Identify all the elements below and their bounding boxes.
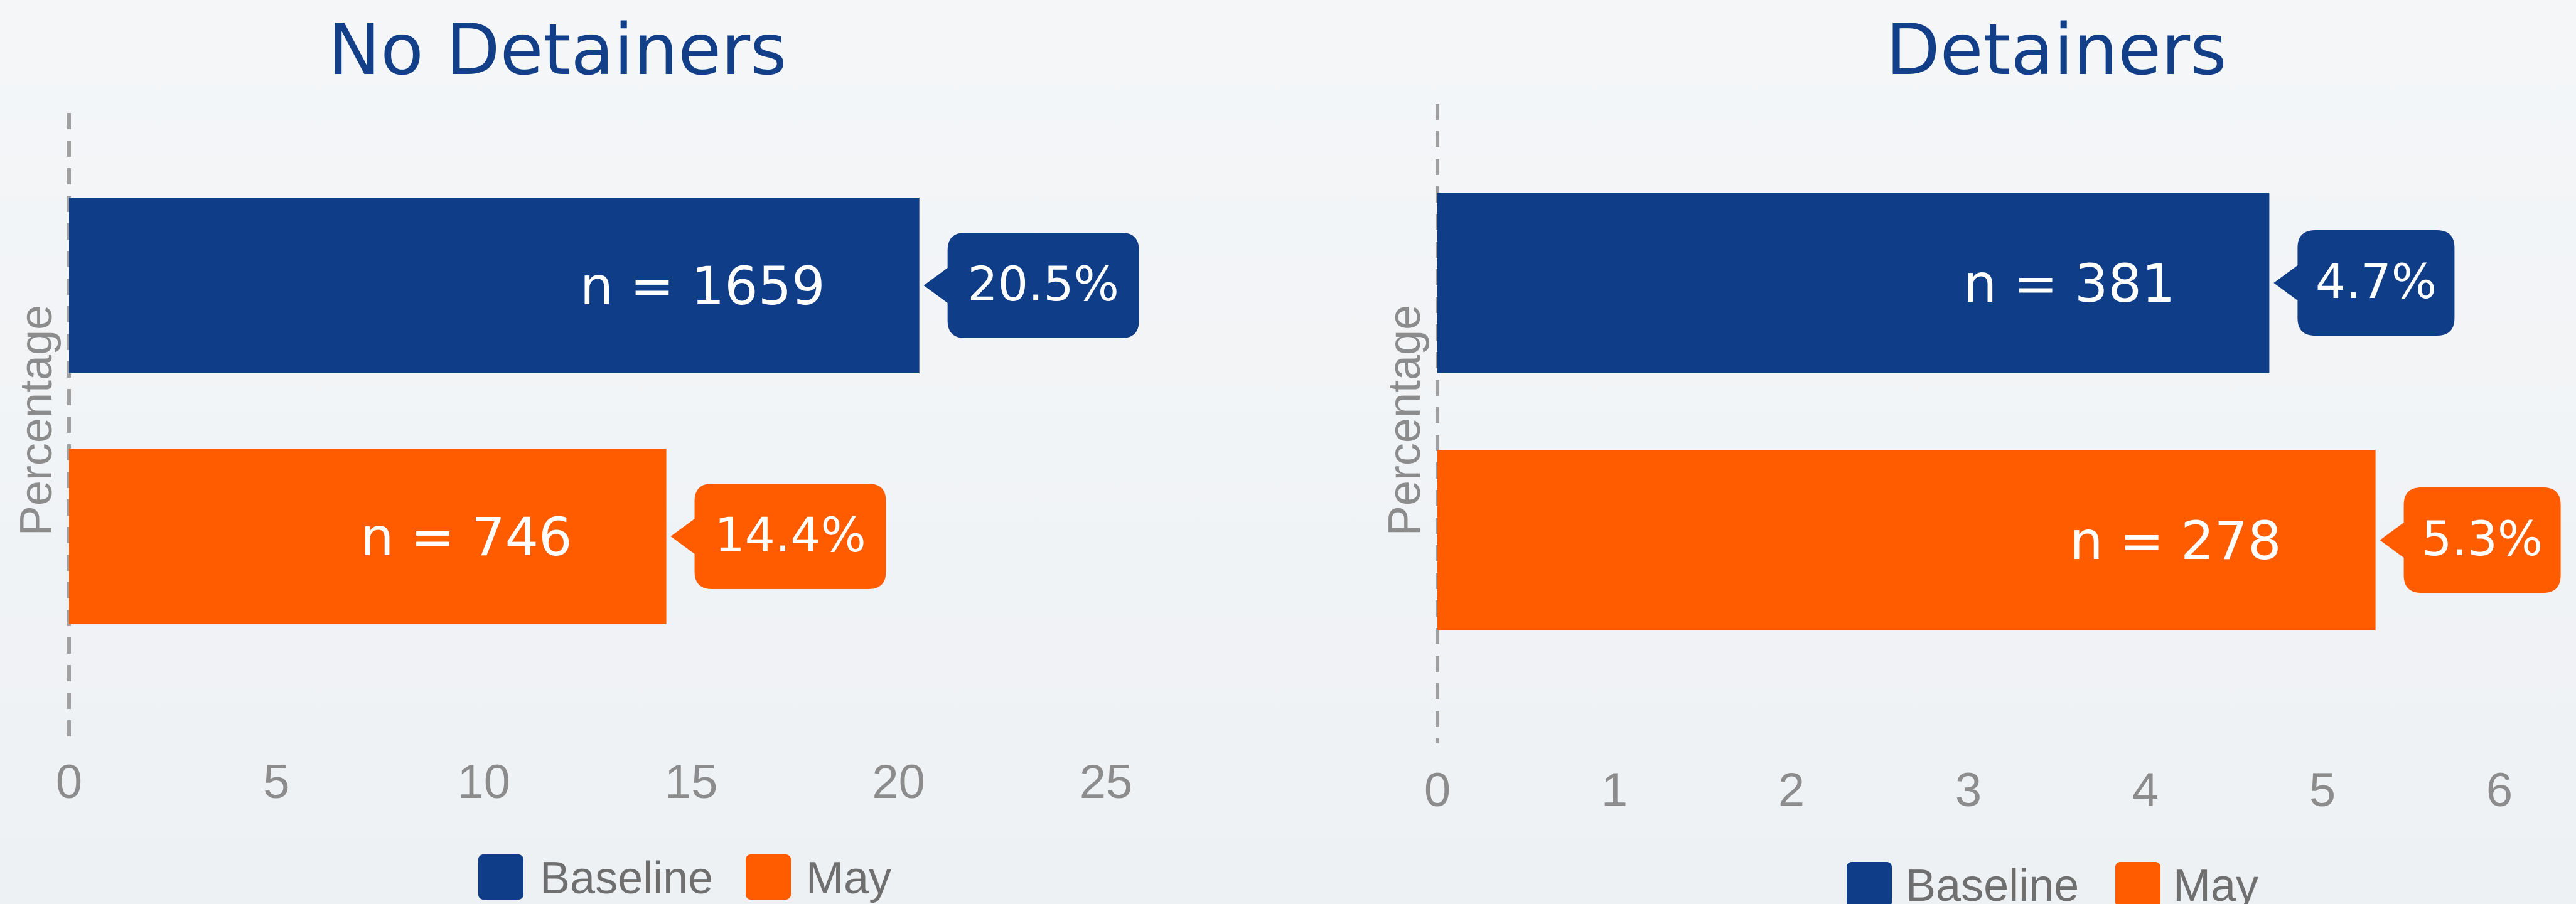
bar-baseline bbox=[1437, 193, 2270, 373]
x-tick-label: 20 bbox=[872, 755, 925, 809]
value-callout-label: 14.4% bbox=[714, 507, 866, 563]
x-tick-label: 5 bbox=[263, 755, 289, 809]
value-callout bbox=[670, 484, 886, 589]
value-callout bbox=[2380, 487, 2561, 593]
legend-swatch-baseline bbox=[478, 854, 523, 900]
x-tick-label: 0 bbox=[1424, 763, 1451, 817]
value-callout-label: 20.5% bbox=[967, 256, 1119, 312]
value-callout bbox=[2273, 230, 2455, 336]
x-tick-label: 4 bbox=[2132, 763, 2159, 817]
value-callout-label: 4.7% bbox=[2316, 253, 2437, 309]
x-tick-label: 15 bbox=[665, 755, 718, 809]
bars-layer: n = 1659 20.5% n = 746 14.4% bbox=[69, 198, 1139, 624]
x-tick-label: 10 bbox=[458, 755, 511, 809]
x-tick-label: 1 bbox=[1601, 763, 1628, 817]
x-tick-label: 2 bbox=[1778, 763, 1805, 817]
chart-detainers: Detainers Percentage n = 381 4.7% n = 278 5… bbox=[1380, 9, 2561, 904]
bar-n-label: n = 278 bbox=[2069, 510, 2281, 572]
bar-n-label: n = 746 bbox=[360, 506, 572, 568]
y-axis-label: Percentage bbox=[11, 305, 62, 536]
x-tick-label: 5 bbox=[2309, 763, 2336, 817]
bar-n-label: n = 381 bbox=[1963, 253, 2175, 314]
legend-swatch-baseline bbox=[1847, 862, 1892, 904]
chart-title: No Detainers bbox=[328, 9, 786, 91]
x-tick-label: 6 bbox=[2486, 763, 2513, 817]
legend-label-baseline: Baseline bbox=[540, 853, 713, 903]
x-tick-labels: 0 5 10 15 20 25 bbox=[56, 755, 1132, 809]
legend: Baseline May bbox=[1847, 861, 2258, 904]
bars-layer: n = 381 4.7% n = 278 5.3% bbox=[1437, 193, 2561, 630]
chart-title: Detainers bbox=[1886, 9, 2226, 91]
legend-swatch-may bbox=[2115, 862, 2160, 904]
x-tick-labels: 0 1 2 3 4 5 6 bbox=[1424, 763, 2513, 817]
bar-baseline bbox=[69, 198, 920, 373]
x-tick-label: 25 bbox=[1080, 755, 1133, 809]
value-callout-label: 5.3% bbox=[2422, 511, 2543, 566]
chart-no-detainers: No Detainers Percentage n = 1659 20.5%n =… bbox=[11, 9, 1139, 903]
bar-n-label: n = 1659 bbox=[580, 255, 825, 317]
y-axis-label: Percentage bbox=[1380, 305, 1430, 536]
legend-swatch-may bbox=[746, 854, 791, 900]
x-tick-label: 3 bbox=[1955, 763, 1982, 817]
legend-label-baseline: Baseline bbox=[1906, 861, 2079, 904]
value-callout bbox=[923, 233, 1139, 338]
bar-may bbox=[69, 449, 667, 624]
bar-may bbox=[1437, 450, 2376, 630]
legend: Baseline May bbox=[478, 853, 891, 903]
x-tick-label: 0 bbox=[56, 755, 82, 809]
legend-label-may: May bbox=[2173, 861, 2258, 904]
legend-label-may: May bbox=[806, 853, 891, 903]
